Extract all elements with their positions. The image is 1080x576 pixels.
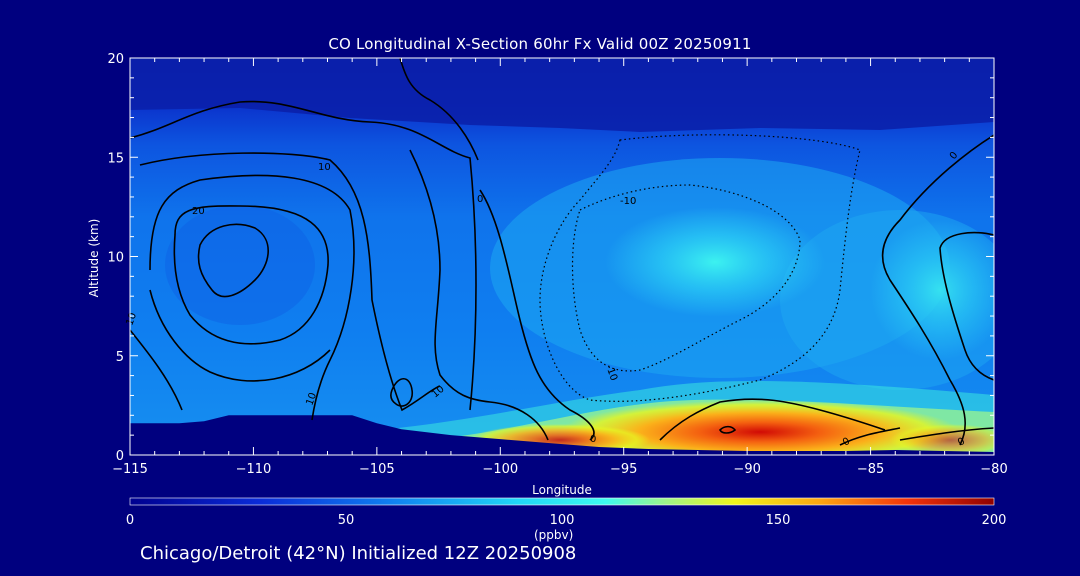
contour-label: 0 (477, 194, 483, 205)
contour-line (149, 174, 355, 421)
contour-line (659, 398, 886, 441)
contour-label: 0 (590, 434, 596, 445)
x-tick-label: −105 (359, 462, 395, 477)
negative-contours (539, 134, 861, 402)
y-tick-label: 10 (107, 251, 124, 266)
contour-label: 20 (192, 206, 205, 217)
contour-line (939, 231, 994, 381)
colorbar-tick-label: 100 (550, 513, 575, 528)
contour-label: 0 (948, 150, 961, 162)
contour-line (571, 184, 801, 372)
y-tick-label: 0 (116, 449, 124, 464)
x-tick-label: −95 (610, 462, 637, 477)
contours (130, 58, 994, 446)
contour-line (130, 329, 183, 411)
x-tick-label: −100 (482, 462, 518, 477)
chart-title: CO Longitudinal X-Section 60hr Fx Valid … (328, 35, 752, 53)
x-tick-label: −90 (733, 462, 760, 477)
terrain (130, 415, 994, 455)
contour-line (479, 189, 595, 441)
x-axis: −115 −110 −105 −100 −95 −90 −85 −80 (112, 58, 1008, 477)
x-axis-label: Longitude (532, 483, 592, 497)
colorbar-tick-label: 0 (126, 513, 134, 528)
contour-line (539, 134, 861, 402)
contour-line (130, 100, 477, 411)
colorbar-tick-label: 150 (766, 513, 791, 528)
contour-label: 10 (304, 391, 319, 407)
y-tick-label: 5 (116, 350, 124, 365)
contour-line (719, 425, 737, 434)
y-axis: 0 5 10 15 20 (107, 52, 994, 464)
contour-label: 10 (318, 162, 331, 173)
contour-line (409, 149, 549, 441)
y-tick-label: 15 (107, 151, 124, 166)
contour-line (149, 289, 331, 382)
contour-label: -10 (603, 363, 619, 382)
contour-line (197, 223, 269, 298)
co-field (130, 58, 994, 455)
contour-line (390, 377, 414, 407)
contour-line (399, 58, 479, 161)
x-tick-label: −85 (857, 462, 884, 477)
y-axis-label: Altitude (km) (87, 219, 101, 298)
contour-line (173, 205, 329, 345)
contour-line (139, 152, 441, 412)
contour-label: 10 (124, 311, 139, 327)
contour-label: -10 (620, 196, 636, 207)
footer-caption: Chicago/Detroit (42°N) Initialized 12Z 2… (140, 543, 577, 564)
y-tick-label: 20 (107, 52, 124, 67)
x-tick-label: −110 (236, 462, 272, 477)
x-tick-label: −115 (112, 462, 148, 477)
contour-line (839, 427, 901, 446)
contour-labels: 10 20 0 -10 10 -10 0 10 10 0 0 0 (124, 150, 967, 449)
colorbar-ticks: 0 50 100 150 200 (126, 513, 1007, 528)
contour-label: 0 (956, 436, 967, 449)
contour-line (899, 427, 994, 441)
contour-label: 0 (841, 436, 852, 449)
colorbar (129, 497, 995, 506)
colorbar-tick-label: 200 (982, 513, 1007, 528)
x-tick-label: −80 (980, 462, 1007, 477)
colorbar-unit-label: (ppbv) (534, 528, 574, 542)
contour-line (881, 134, 994, 446)
colorbar-tick-label: 50 (338, 513, 355, 528)
